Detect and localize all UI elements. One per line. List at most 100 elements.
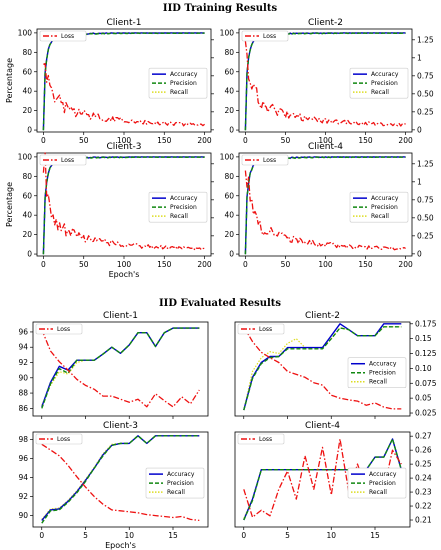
y-tick-label: 80 (22, 48, 32, 57)
y-axis-label: Percentage (5, 182, 14, 227)
metrics-legend: Accuracy Precision Recall (349, 191, 409, 223)
panel-title: Client-2 (305, 311, 340, 321)
x-tick-label: 200 (197, 260, 212, 269)
x-tick-label: 200 (398, 260, 413, 269)
legend-label-precision: Precision (369, 480, 396, 487)
panel-title: Client-3 (106, 142, 141, 152)
recall-line (41, 327, 200, 406)
y-tick-label: 98 (18, 435, 28, 444)
x-tick-label: 15 (168, 531, 178, 540)
legend-label-loss: Loss (61, 33, 74, 40)
y2-tick-label: 0 (417, 249, 422, 258)
loss-legend-box (39, 154, 87, 166)
y2-tick-label: 0.25 (417, 231, 434, 240)
legend-label-loss: Loss (263, 33, 276, 40)
x-tick-label: 0 (241, 531, 246, 540)
loss-legend: Loss (241, 30, 289, 42)
metrics-legend-box (347, 357, 407, 389)
plot-frame (32, 321, 209, 417)
metrics-legend-box (349, 191, 409, 223)
y-tick-label: 80 (22, 172, 32, 181)
y-tick-label: 80 (224, 48, 234, 57)
y2-tick-label: 0.75 (417, 71, 434, 80)
x-tick-label: 50 (281, 136, 291, 145)
loss-line (244, 41, 406, 127)
y-tick-label: 20 (224, 230, 234, 239)
x-tick-label: 150 (358, 260, 373, 269)
legend-label-loss: Loss (57, 326, 70, 333)
y2-tick-label: 0.25 (415, 460, 432, 469)
x-tick-label: 100 (318, 136, 333, 145)
y-tick-label: 40 (22, 87, 32, 96)
legend-label-precision: Precision (371, 80, 398, 87)
y-tick-label: 86 (18, 404, 28, 413)
chart-panel: Client-1 86 88 90 92 94 96 Loss (18, 311, 209, 419)
loss-legend: Loss (39, 154, 87, 166)
y2-tick-label: 0.50 (417, 89, 434, 98)
y-tick-label: 100 (18, 152, 33, 161)
y2-tick-label: 1.25 (417, 35, 434, 44)
panel-title: Client-3 (103, 421, 138, 431)
y-tick-label: 100 (220, 28, 235, 37)
chart-panel: Client-2 0 50 100 150 200 0 20 40 60 80 100 0 0.25 0.5… (220, 18, 434, 145)
y2-tick-label: 0.25 (417, 107, 434, 116)
x-tick-label: 50 (79, 260, 89, 269)
x-axis-label: Epoch's (109, 270, 140, 279)
panel-title: Client-1 (106, 18, 141, 28)
legend-label-recall: Recall (369, 379, 387, 386)
x-axis-label: Epoch's (105, 541, 136, 550)
y2-tick-label: 0.22 (415, 502, 432, 511)
legend-label-accuracy: Accuracy (167, 471, 195, 478)
panel-title: Client-4 (308, 142, 343, 152)
y2-tick-label: 0.23 (415, 488, 432, 497)
loss-line (243, 438, 402, 518)
legend-label-precision: Precision (170, 80, 197, 87)
y-tick-label: 60 (22, 191, 32, 200)
y-tick-label: 92 (18, 492, 28, 501)
panel-title: Client-1 (103, 311, 138, 321)
y2-tick-label: 0.27 (415, 432, 432, 441)
x-tick-label: 5 (83, 531, 88, 540)
loss-line (42, 152, 205, 251)
x-tick-label: 0 (41, 260, 46, 269)
y-axis-label: Percentage (5, 58, 14, 103)
x-tick-label: 200 (197, 136, 212, 145)
chart-panel: Client-2 0.025 0.05 0.075 0.10 0.125 0.15 0.175… (234, 311, 437, 419)
y-tick-label: 90 (18, 373, 28, 382)
y-tick-label: 94 (18, 343, 28, 352)
y2-tick-label: 0.10 (415, 364, 432, 373)
y2-tick-label: 0.24 (415, 474, 432, 483)
legend-label-precision: Precision (369, 370, 396, 377)
loss-legend-box (39, 30, 87, 42)
y-tick-label: 90 (18, 511, 28, 520)
loss-legend-box (35, 433, 83, 445)
chart-panel: Client-3 0 50 100 150 200 0 20 40 60 80 100 Percenta… (5, 142, 214, 279)
metrics-legend: Accuracy Precision Recall (347, 467, 407, 499)
y-tick-label: 0 (229, 126, 234, 135)
loss-legend-box (237, 433, 285, 445)
plot-frame (234, 431, 411, 528)
y-tick-label: 40 (224, 211, 234, 220)
legend-label-accuracy: Accuracy (369, 361, 397, 368)
x-tick-label: 150 (157, 260, 172, 269)
legend-label-recall: Recall (371, 89, 389, 96)
loss-legend: Loss (241, 154, 289, 166)
x-tick-label: 15 (370, 531, 380, 540)
y-tick-label: 0 (27, 126, 32, 135)
y-tick-label: 94 (18, 473, 28, 482)
legend-label-recall: Recall (167, 489, 185, 496)
plot-frame (234, 321, 411, 417)
chart-panel: Client-3 0 5 10 15 90 92 94 96 98 Epoch's Loss Accur… (18, 421, 209, 550)
loss-line (244, 170, 406, 251)
y2-tick-label: 0.50 (417, 213, 434, 222)
y-tick-label: 60 (224, 67, 234, 76)
legend-label-loss: Loss (61, 157, 74, 164)
loss-legend: Loss (237, 433, 285, 445)
precision-line (243, 438, 402, 521)
y2-tick-label: 0.26 (415, 446, 432, 455)
legend-label-recall: Recall (369, 489, 387, 496)
loss-line (41, 443, 200, 522)
legend-label-loss: Loss (259, 436, 272, 443)
section-title-training: IID Training Results (163, 3, 278, 14)
